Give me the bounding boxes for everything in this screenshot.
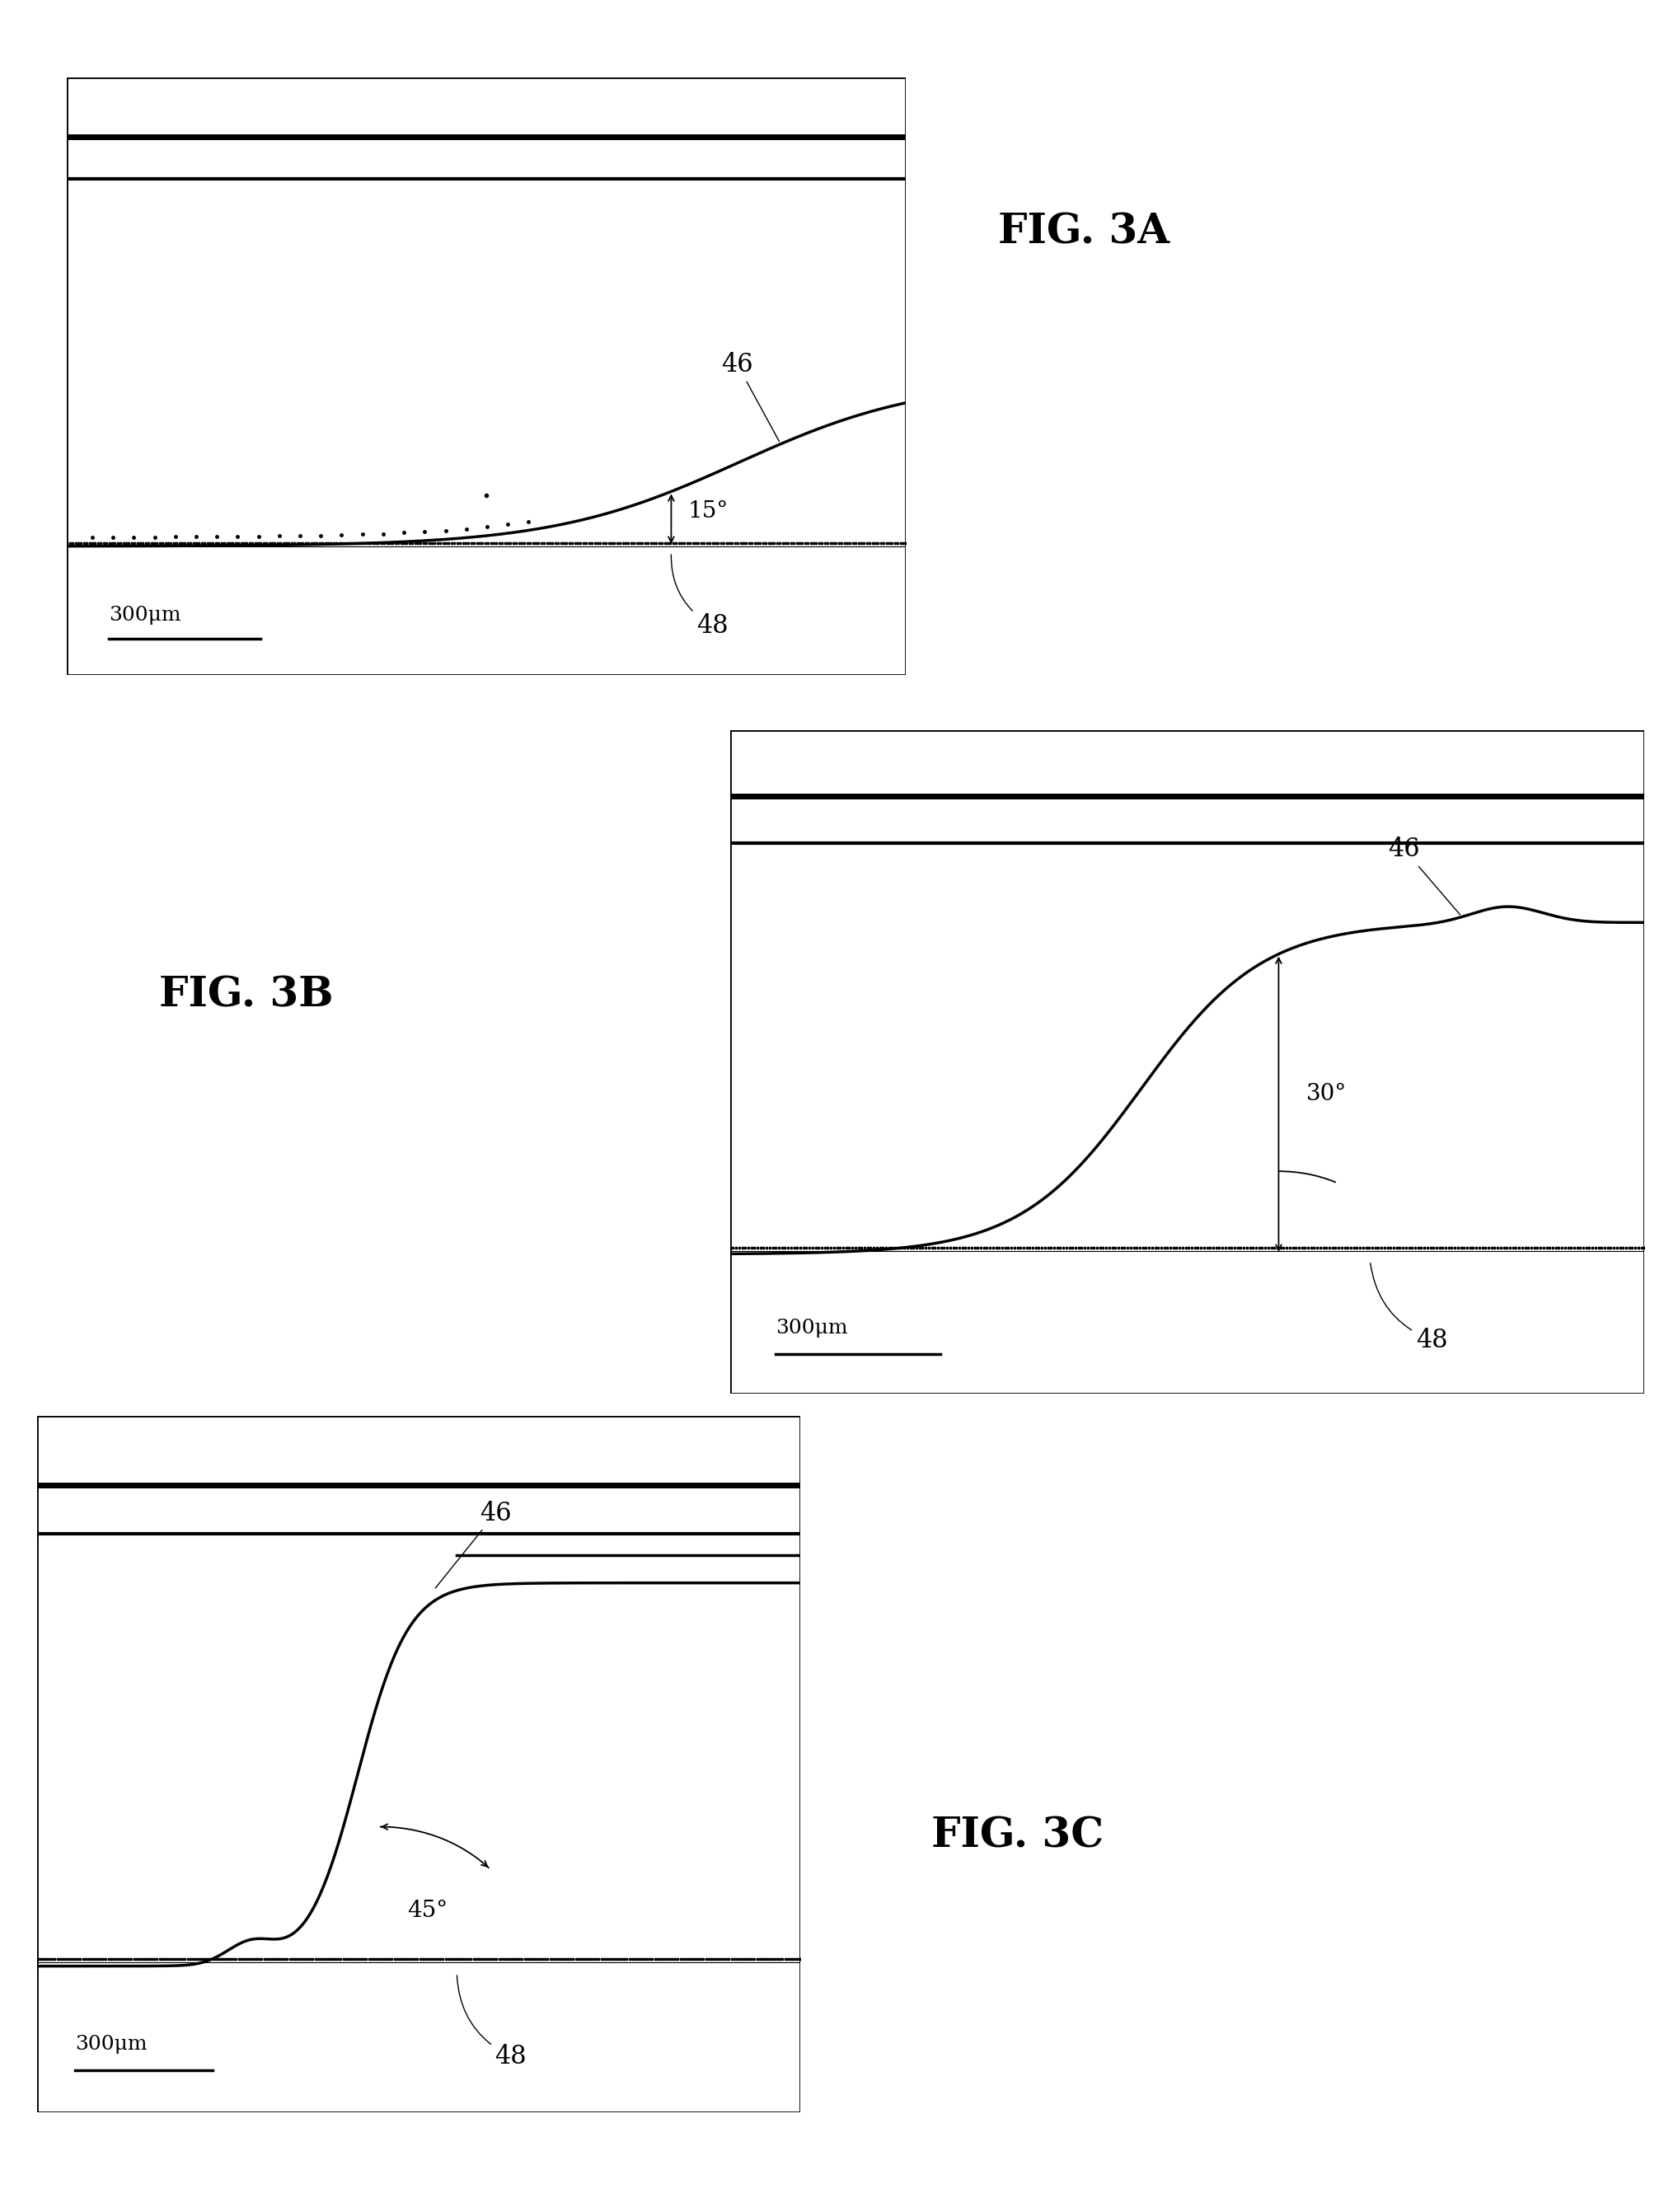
- Text: 46: 46: [1388, 836, 1460, 914]
- Text: 300μm: 300μm: [775, 1318, 847, 1338]
- Text: 48: 48: [1371, 1263, 1448, 1354]
- Text: 45°: 45°: [408, 1900, 448, 1922]
- Text: 48: 48: [671, 555, 728, 639]
- Text: 300μm: 300μm: [76, 2035, 148, 2055]
- Text: 46: 46: [435, 1500, 512, 1588]
- Text: 15°: 15°: [688, 500, 728, 522]
- Text: 300μm: 300μm: [109, 606, 181, 626]
- Text: 48: 48: [456, 1975, 527, 2070]
- Text: FIG. 3C: FIG. 3C: [931, 1816, 1104, 1856]
- Text: FIG. 3B: FIG. 3B: [159, 975, 334, 1015]
- Text: FIG. 3A: FIG. 3A: [998, 212, 1170, 252]
- Text: 30°: 30°: [1305, 1084, 1347, 1106]
- Text: 46: 46: [722, 352, 779, 442]
